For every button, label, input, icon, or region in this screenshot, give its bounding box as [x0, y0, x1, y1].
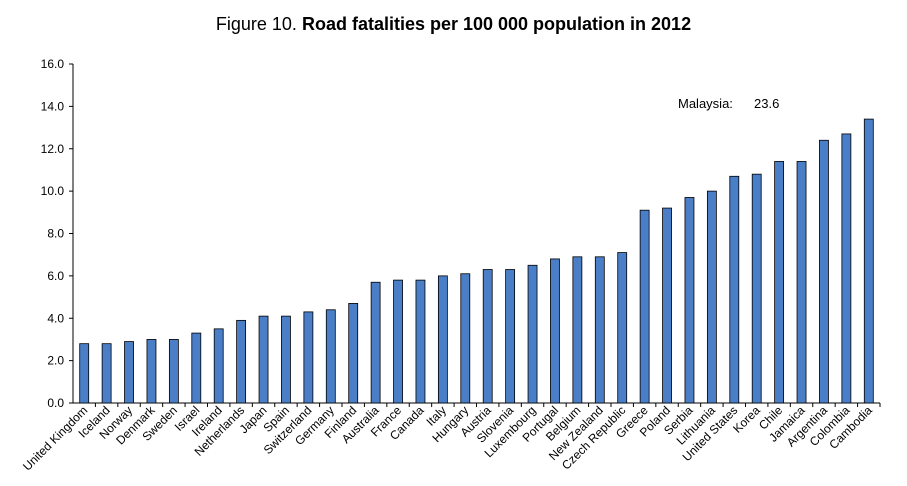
y-tick-label: 2.0 — [47, 354, 64, 368]
bar-netherlands — [236, 319, 247, 404]
bar-belgium — [572, 256, 583, 404]
bar-united-states — [729, 175, 740, 404]
bar-italy — [437, 275, 448, 404]
bar-argentina — [819, 139, 829, 404]
bar-germany — [325, 309, 336, 404]
y-tick-label: 6.0 — [47, 269, 64, 283]
bar-jamaica — [796, 161, 807, 404]
malaysia-annotation-label: Malaysia: — [678, 96, 733, 111]
bar-switzerland — [303, 311, 314, 404]
y-tick-label: 12.0 — [41, 142, 65, 156]
bar-israel — [191, 332, 202, 404]
bar-hungary — [460, 273, 471, 404]
y-tick-label: 8.0 — [47, 227, 64, 241]
chart-bars — [79, 118, 874, 404]
chart-title-main: Road fatalities per 100 000 population i… — [301, 14, 692, 34]
chart-category-labels: United KingdomIcelandNorwayDenmarkSweden… — [20, 403, 875, 474]
bar-slovenia — [505, 269, 516, 404]
y-tick-label: 4.0 — [47, 311, 64, 325]
y-tick-label: 14.0 — [41, 99, 65, 113]
bar-denmark — [146, 339, 157, 404]
chart-title-prefix: Figure 10. — [215, 14, 297, 34]
bar-poland — [662, 207, 672, 404]
bar-ireland — [213, 328, 224, 404]
bar-portugal — [550, 258, 560, 404]
bar-sweden — [168, 339, 179, 404]
y-tick-label: 10.0 — [41, 184, 65, 198]
chart-axes: 0.0 2.0 4.0 6.0 8.0 10.0 12.0 14.0 16.0 — [41, 57, 881, 410]
bar-finland — [348, 303, 359, 404]
bar-canada — [415, 279, 426, 404]
bar-greece — [639, 209, 650, 404]
bar-japan — [258, 315, 269, 404]
bar-norway — [124, 341, 134, 404]
bar-chile — [774, 161, 785, 404]
bar-korea — [751, 173, 762, 404]
bar-france — [393, 279, 403, 404]
chart-title: Figure 10. Road fatalities per 100 000 p… — [0, 14, 907, 35]
bar-iceland — [101, 343, 112, 404]
bar-austria — [482, 269, 493, 404]
bar-luxembourg — [527, 264, 538, 404]
y-tick-label: 0.0 — [47, 396, 64, 410]
bar-czech-republic — [617, 252, 628, 404]
bar-new-zealand — [594, 256, 605, 404]
bar-serbia — [684, 197, 695, 404]
bar-cambodia — [863, 118, 874, 404]
x-tick-label: United Kingdom — [20, 403, 90, 473]
y-tick-label: 16.0 — [41, 57, 65, 71]
bar-australia — [370, 281, 381, 404]
malaysia-annotation-value: 23.6 — [754, 96, 779, 111]
bar-united-kingdom — [79, 343, 90, 404]
bar-spain — [281, 315, 291, 404]
bar-colombia — [841, 133, 852, 404]
bar-lithuania — [706, 190, 717, 404]
